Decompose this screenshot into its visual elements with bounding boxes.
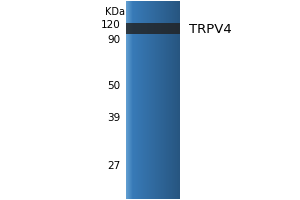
Text: 39: 39 [107, 113, 120, 123]
Text: KDa: KDa [105, 7, 124, 17]
Text: 27: 27 [107, 161, 120, 171]
Bar [126, 23, 180, 34]
Text: 50: 50 [107, 81, 120, 91]
Text: 90: 90 [107, 35, 120, 45]
Text: TRPV4: TRPV4 [189, 23, 232, 36]
Text: 120: 120 [100, 20, 120, 30]
